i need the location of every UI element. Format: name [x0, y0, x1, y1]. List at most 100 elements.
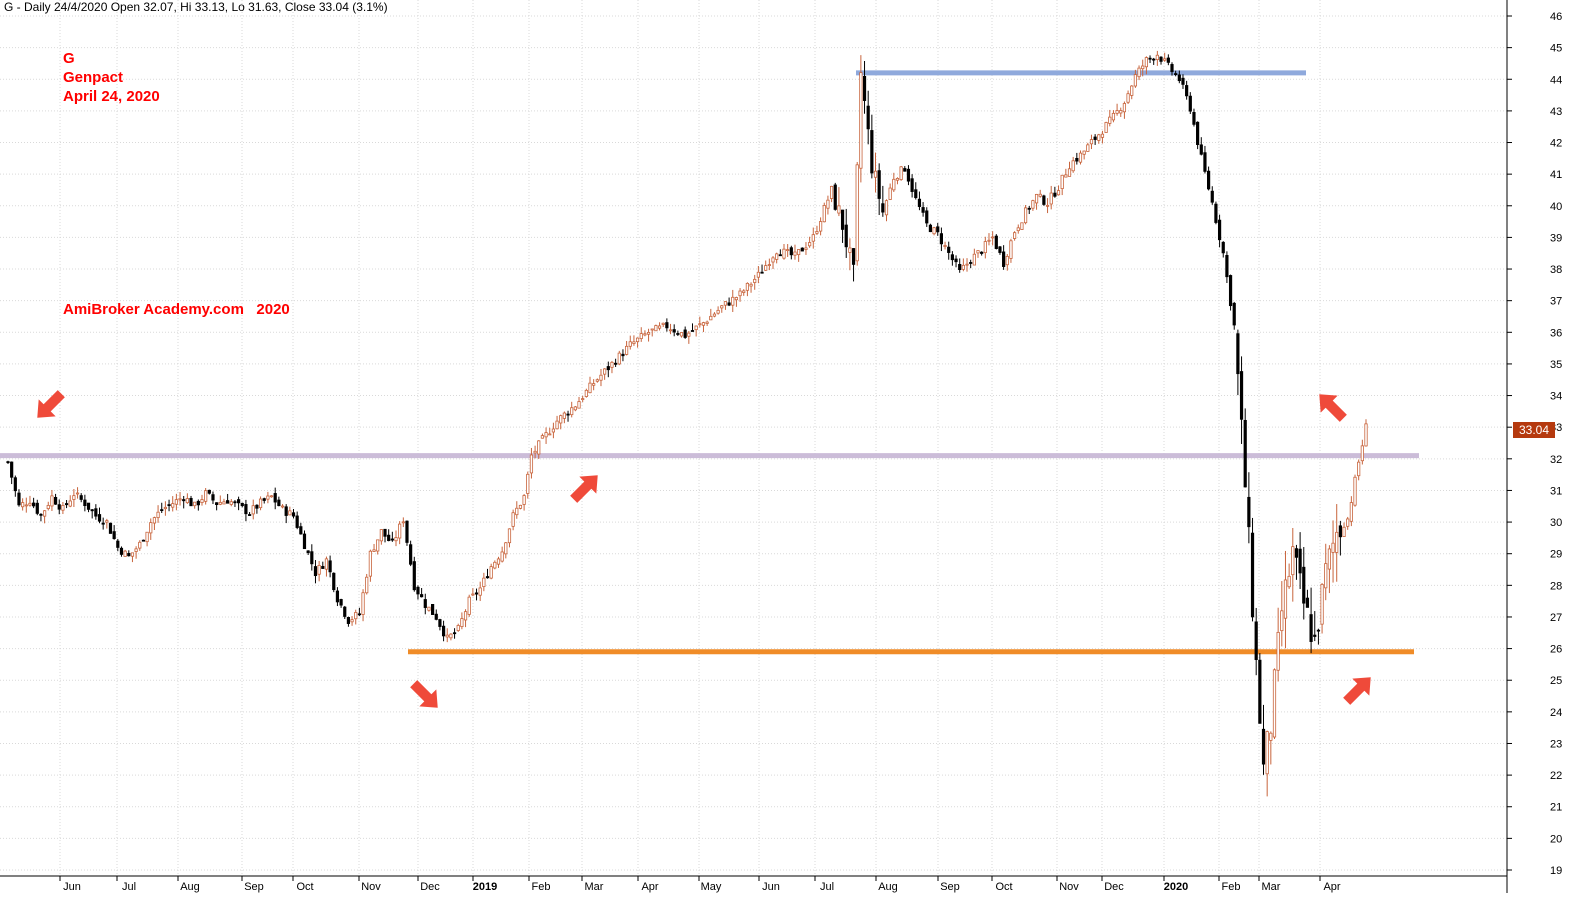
- candle: [21, 498, 25, 511]
- x-tick-label: 2020: [1164, 881, 1188, 893]
- candle: [247, 512, 252, 516]
- candle-body: [321, 566, 325, 569]
- candle: [156, 505, 160, 523]
- candle: [1214, 201, 1218, 225]
- candle-body: [123, 550, 127, 557]
- candle-body: [1188, 95, 1192, 112]
- y-tick-label: 43: [1550, 106, 1562, 118]
- candle: [522, 494, 526, 511]
- candle: [405, 520, 409, 546]
- candle-body: [1199, 144, 1203, 155]
- y-tick-label: 29: [1550, 549, 1562, 561]
- candle-body: [709, 315, 713, 321]
- candle: [551, 422, 555, 439]
- candle: [954, 255, 958, 268]
- candle: [204, 488, 208, 505]
- candle-body: [1104, 122, 1108, 133]
- candle-body: [870, 130, 874, 174]
- candle: [452, 628, 457, 639]
- candle: [1075, 152, 1079, 165]
- candle-body: [1082, 150, 1086, 155]
- candle: [570, 401, 574, 418]
- candle: [423, 593, 427, 615]
- candle: [398, 521, 402, 545]
- candle: [1049, 185, 1053, 210]
- x-tick-label: Nov: [1059, 881, 1079, 893]
- candle-body: [526, 473, 530, 494]
- candle: [665, 318, 669, 332]
- candle: [130, 552, 135, 563]
- candle-body: [1144, 57, 1148, 68]
- candle-body: [764, 265, 768, 271]
- candle-body: [621, 353, 625, 357]
- candle-body: [409, 544, 413, 565]
- candle-body: [551, 428, 555, 433]
- candle-body: [592, 383, 596, 386]
- candle: [1228, 274, 1233, 311]
- candle: [1126, 90, 1130, 104]
- candle: [892, 172, 896, 192]
- candle-body: [116, 540, 120, 548]
- y-tick-label: 24: [1550, 707, 1562, 719]
- candle: [174, 493, 178, 511]
- candle-body: [496, 558, 501, 565]
- candle-body: [533, 450, 537, 454]
- candle-body: [1108, 116, 1112, 124]
- candle: [1331, 520, 1335, 583]
- candle-body: [1031, 200, 1035, 209]
- candle-body: [958, 264, 962, 271]
- candle: [390, 531, 394, 542]
- candle-body: [1324, 563, 1328, 589]
- candle: [910, 174, 914, 198]
- y-tick-label: 34: [1550, 391, 1562, 403]
- horizontal-lines: [0, 70, 1419, 655]
- candle: [859, 55, 863, 183]
- candle: [383, 528, 387, 543]
- candle-body: [1115, 110, 1119, 114]
- candle-body: [679, 332, 684, 337]
- y-tick-label: 44: [1550, 74, 1562, 86]
- candle: [654, 324, 658, 332]
- candle: [991, 231, 995, 246]
- candle: [43, 510, 47, 524]
- candle-body: [690, 330, 695, 332]
- candle: [548, 427, 552, 436]
- candle-body: [562, 412, 566, 419]
- candle-body: [302, 533, 307, 550]
- candle-body: [808, 242, 812, 247]
- candle: [178, 492, 182, 506]
- x-tick-label: 2019: [473, 881, 497, 893]
- candle-body: [145, 531, 149, 543]
- candle: [943, 241, 947, 250]
- candle: [617, 350, 621, 366]
- candle: [840, 209, 845, 243]
- candle: [273, 487, 277, 510]
- candle: [529, 447, 534, 479]
- candle: [958, 258, 962, 273]
- candle-body: [68, 500, 72, 507]
- arrow-icon: [1343, 677, 1371, 705]
- candle-body: [639, 333, 643, 340]
- candle-body: [811, 234, 815, 242]
- candle-body: [94, 508, 98, 517]
- y-tick-label: 25: [1550, 675, 1562, 687]
- candle-body: [138, 541, 142, 549]
- candle-body: [72, 495, 76, 500]
- candle: [928, 223, 933, 233]
- candle: [1064, 168, 1068, 178]
- arrow-icon: [1319, 394, 1347, 422]
- candle: [537, 440, 541, 459]
- candle-body: [288, 510, 292, 516]
- candle: [335, 587, 340, 607]
- candle: [646, 328, 651, 342]
- candle-body: [226, 500, 230, 504]
- annotation-arrows: [37, 390, 1371, 708]
- candle-body: [570, 407, 574, 416]
- candle-body: [515, 507, 519, 516]
- candle-body: [665, 322, 669, 329]
- candle-body: [90, 509, 94, 512]
- candle: [811, 227, 815, 249]
- candle: [163, 501, 167, 516]
- candle-body: [698, 323, 702, 326]
- candle: [987, 233, 991, 246]
